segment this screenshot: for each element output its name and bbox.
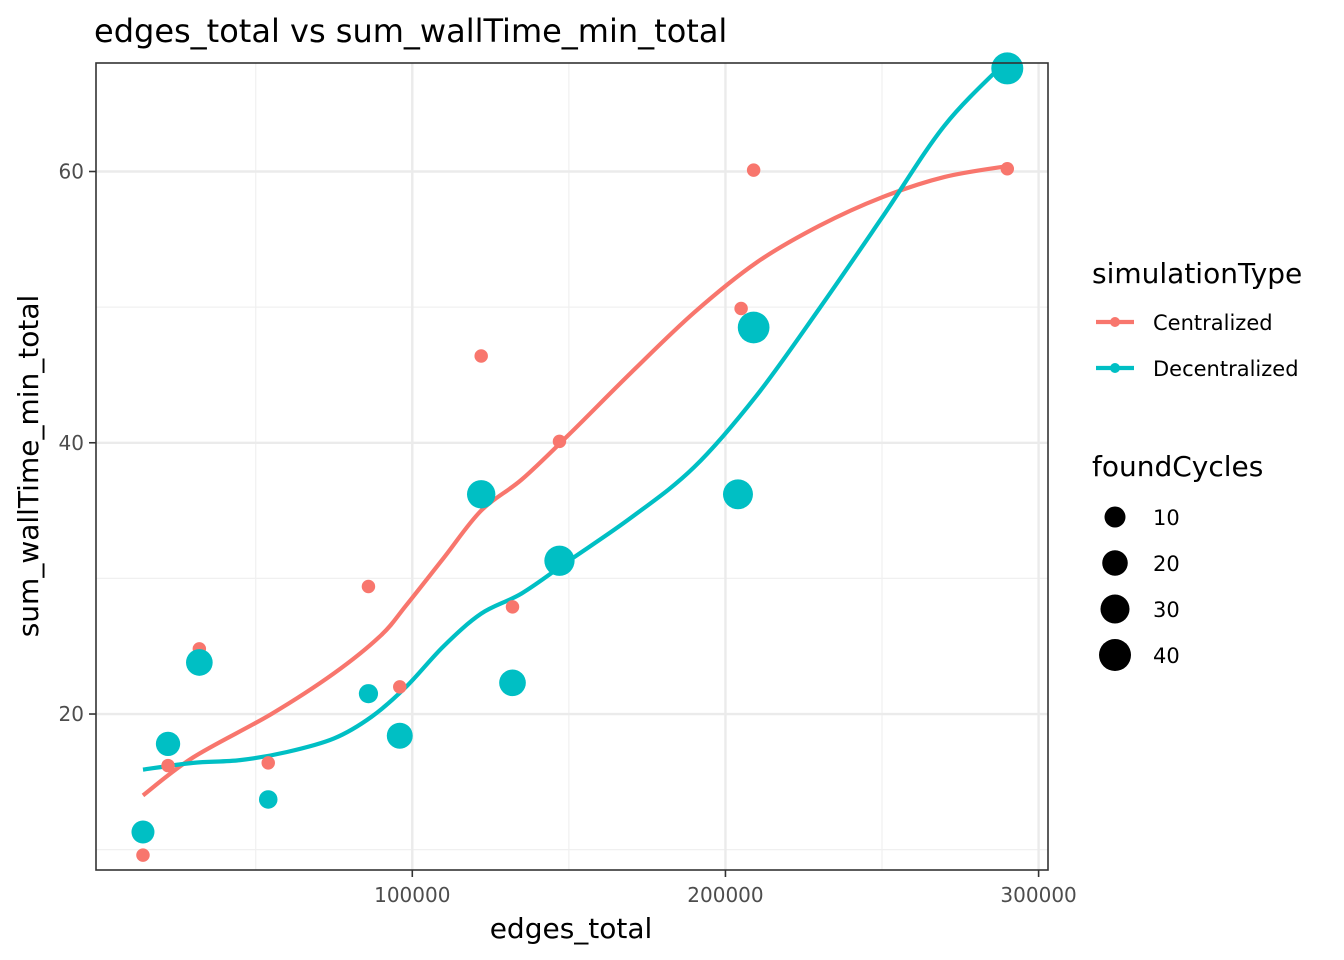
y-tick-label: 20 <box>59 702 84 726</box>
data-point-decentralized <box>544 545 575 576</box>
data-point-decentralized <box>186 649 213 676</box>
data-point-centralized <box>746 163 761 177</box>
data-point-decentralized <box>131 820 155 844</box>
data-point-centralized <box>261 756 275 770</box>
size-legend-key <box>1100 594 1130 624</box>
legend-key-point <box>1110 363 1120 373</box>
legend: simulationType Centralized Decentralized fo… <box>1092 257 1302 671</box>
y-axis-title: sum_wallTime_min_total <box>12 295 45 638</box>
y-tick-label: 40 <box>59 431 84 455</box>
data-point-decentralized <box>386 722 413 749</box>
size-legend-key <box>1104 506 1126 528</box>
data-points <box>131 52 1024 862</box>
data-point-centralized <box>136 848 150 862</box>
x-tick-label: 100000 <box>374 883 450 907</box>
size-legend-label: 10 <box>1153 506 1180 530</box>
size-legend-label: 20 <box>1153 552 1180 576</box>
data-point-centralized <box>734 301 748 316</box>
y-tick-label: 60 <box>59 160 84 184</box>
data-point-decentralized <box>499 669 526 697</box>
data-point-decentralized <box>722 479 753 510</box>
data-point-decentralized <box>258 790 278 809</box>
plot-panel-border <box>95 62 1049 871</box>
data-point-centralized <box>474 349 488 363</box>
data-point-decentralized <box>155 731 181 757</box>
legend-label-decentralized: Decentralized <box>1153 357 1299 381</box>
data-point-centralized <box>361 579 376 594</box>
data-point-decentralized <box>991 52 1024 85</box>
chart-title: edges_total vs sum_wallTime_min_total <box>94 12 727 50</box>
legend-label-centralized: Centralized <box>1153 311 1273 335</box>
data-point-centralized <box>552 434 567 449</box>
size-legend-key <box>1099 639 1131 671</box>
smooth-line-centralized <box>141 164 1008 798</box>
data-point-decentralized <box>358 684 379 704</box>
size-legend-title: foundCycles <box>1092 450 1263 483</box>
legend-key-point <box>1110 317 1120 327</box>
size-legend-label: 30 <box>1153 598 1180 622</box>
data-point-centralized <box>505 600 520 614</box>
x-tick-label: 300000 <box>1000 883 1076 907</box>
smooth-line-decentralized <box>142 58 1009 772</box>
axes: 100000 200000 300000 20 40 60 <box>59 160 1077 907</box>
data-point-centralized <box>1000 162 1015 176</box>
x-tick-label: 200000 <box>687 883 763 907</box>
grid-lines <box>96 63 1048 870</box>
color-legend-title: simulationType <box>1092 257 1302 290</box>
data-point-decentralized <box>466 480 496 509</box>
size-legend-key <box>1102 550 1128 576</box>
data-point-centralized <box>161 758 175 773</box>
smooth-lines <box>141 58 1009 798</box>
x-axis-title: edges_total <box>490 912 653 945</box>
size-legend-label: 40 <box>1153 644 1180 668</box>
data-point-centralized <box>393 680 407 694</box>
data-point-decentralized <box>737 311 770 344</box>
